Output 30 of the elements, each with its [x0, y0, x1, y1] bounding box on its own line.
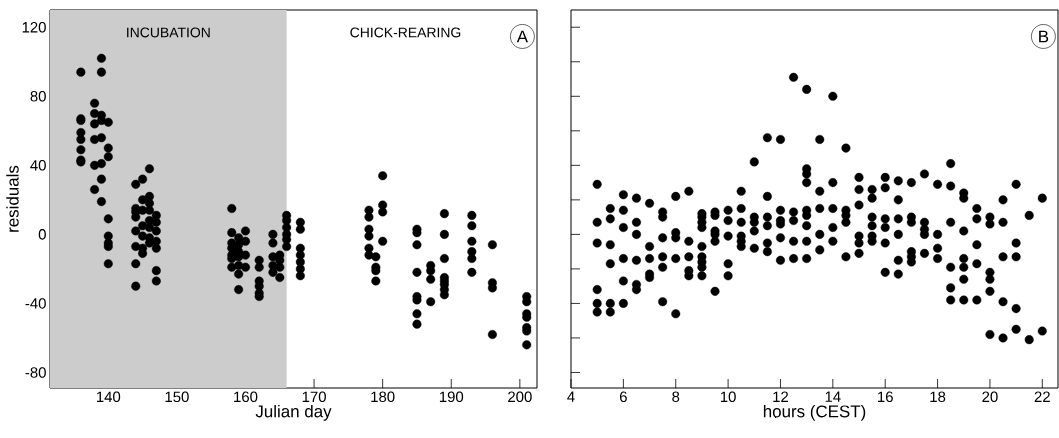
x-tick-label: 150 [165, 391, 189, 403]
x-tick-label: 8 [672, 391, 680, 403]
x-tick-label: 20 [982, 391, 998, 403]
annotation: B [1039, 30, 1049, 43]
y-tick-label: -80 [25, 367, 46, 378]
x-tick-label: 6 [619, 391, 627, 403]
x-tick-label: 190 [439, 391, 464, 403]
x-tick-label: 16 [878, 391, 893, 403]
x-tick-label: 22 [1034, 391, 1050, 402]
x-tick-label: 4 [567, 391, 575, 402]
x-tick-label: 160 [234, 391, 258, 403]
y-tick-label: 80 [30, 91, 46, 102]
y-tick-label: 40 [30, 160, 46, 171]
y-tick-label: 120 [22, 21, 46, 33]
x-tick-label: 18 [930, 391, 946, 403]
x-axis-title: hours (CEST) [763, 404, 866, 421]
y-axis-title: residuals [6, 165, 19, 232]
x-axis-title: Julian day [255, 404, 332, 421]
annotation: CHICK-REARING [350, 27, 461, 38]
band-label: INCUBATION [127, 27, 210, 38]
x-tick-label: 180 [371, 391, 395, 403]
x-tick-label: 14 [825, 391, 841, 402]
x-tick-label: 12 [773, 391, 789, 402]
annotation: A [516, 30, 529, 43]
x-tick-label: 170 [302, 391, 326, 403]
y-tick-label: 0 [38, 229, 46, 240]
x-tick-label: 200 [508, 391, 532, 403]
y-tick-label: -40 [25, 298, 46, 309]
x-tick-label: 10 [720, 391, 736, 403]
x-tick-label: 140 [96, 391, 121, 403]
